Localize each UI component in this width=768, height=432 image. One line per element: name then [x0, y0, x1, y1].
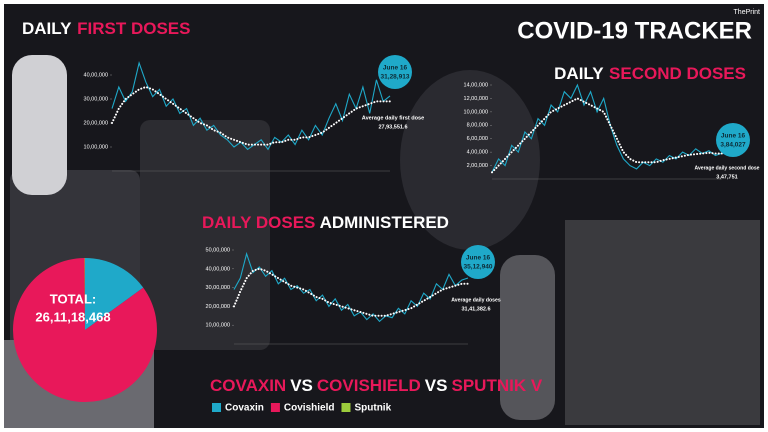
worker-image	[500, 255, 555, 420]
annotation-bubble	[378, 55, 412, 89]
title-part: DAILY DOSES	[202, 213, 315, 232]
legend-label: Covaxin	[225, 403, 264, 414]
total-label: TOTAL:	[50, 291, 96, 306]
source: ThePrint	[734, 9, 761, 16]
chart-title: DAILY DOSES ADMINISTERED	[202, 213, 449, 232]
annotation-label: June 16	[466, 255, 491, 262]
annotation-bubble	[716, 123, 750, 157]
data-line	[491, 83, 723, 173]
average-value: 27,93,551.6	[378, 124, 407, 130]
data-line	[233, 267, 469, 317]
pie-slice	[85, 258, 144, 330]
title-part: VS	[290, 376, 313, 395]
vial-image	[140, 120, 270, 350]
y-tick-label: 20,00,000	[206, 304, 230, 310]
data-line	[111, 85, 391, 146]
annotation-bubble	[461, 245, 495, 279]
annotation-value: 31,28,913	[381, 74, 410, 81]
title-part: COVAXIN	[210, 376, 286, 395]
title-part: VS	[425, 376, 448, 395]
worker-image	[12, 55, 67, 195]
y-tick-label: 8,00,000	[467, 123, 488, 129]
legend-swatch	[341, 403, 351, 412]
title-part: ADMINISTERED	[320, 213, 449, 232]
title-part: COVISHIELD	[317, 376, 421, 395]
annotation-value: 35,12,940	[464, 264, 493, 271]
average-text: Average daily first dose	[362, 115, 424, 121]
average-value: 31,41,382.6	[461, 306, 490, 312]
total-value: 26,11,18,468	[35, 309, 110, 324]
virus-image	[400, 70, 540, 250]
y-tick-label: 4,00,000	[467, 150, 488, 156]
y-tick-label: 10,00,000	[84, 144, 108, 150]
y-tick-label: 30,00,000	[206, 285, 230, 291]
y-tick-label: 30,00,000	[84, 96, 108, 102]
average-text: Average daily second dose	[695, 165, 760, 171]
y-tick-label: 12,00,000	[464, 96, 488, 102]
chart-title: DAILY FIRST DOSES	[22, 19, 191, 38]
title-part: DAILY	[554, 64, 604, 83]
title-part: SECOND DOSES	[609, 64, 746, 83]
y-tick-label: 10,00,000	[206, 323, 230, 329]
annotation-label: June 16	[383, 65, 408, 72]
y-tick-label: 40,00,000	[206, 266, 230, 272]
y-tick-label: 10,00,000	[464, 109, 488, 115]
y-tick-label: 20,00,000	[84, 120, 108, 126]
y-tick-label: 2,00,000	[467, 163, 488, 169]
chart-title: DAILY SECOND DOSES	[554, 64, 746, 83]
legend-swatch	[270, 403, 280, 412]
y-tick-label: 6,00,000	[467, 136, 488, 142]
pie-slice	[13, 258, 158, 403]
y-tick-label: 50,00,000	[206, 247, 230, 253]
title-part: SPUTNIK V	[451, 376, 542, 395]
average-text: Average daily doses	[451, 297, 500, 303]
legend-label: Covishield	[284, 403, 335, 414]
annotation-label: June 16	[721, 133, 746, 140]
legend-label: Sputnik	[354, 403, 391, 414]
y-tick-label: 40,00,000	[84, 72, 108, 78]
title-part: DAILY	[22, 19, 72, 38]
legend-swatch	[212, 403, 221, 412]
average-value: 3,47,751	[716, 174, 737, 180]
page-title: COVID-19 TRACKER	[517, 17, 752, 44]
ambulance-image	[565, 220, 760, 425]
title-part: FIRST DOSES	[77, 19, 190, 38]
data-line	[491, 97, 723, 174]
chart-title: COVAXIN VS COVISHIELD VS SPUTNIK V	[210, 376, 543, 395]
y-tick-label: 14,00,000	[464, 82, 488, 88]
annotation-value: 3,84,027	[720, 142, 746, 149]
